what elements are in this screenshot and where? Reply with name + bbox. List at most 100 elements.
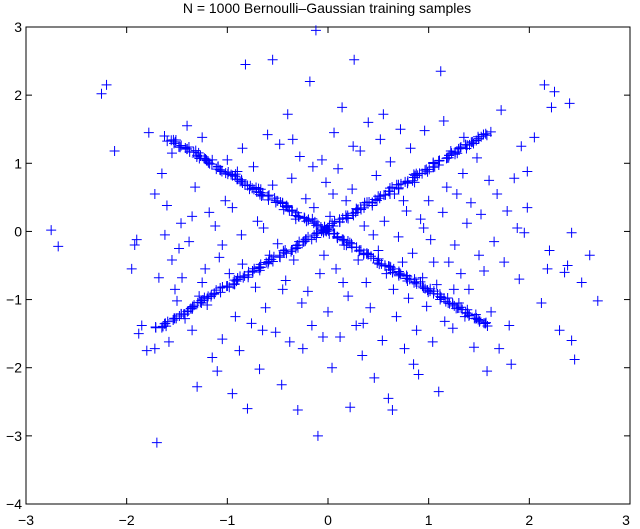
data-point — [187, 325, 198, 336]
data-point — [234, 345, 245, 356]
data-point — [282, 109, 293, 120]
data-point — [385, 156, 396, 167]
data-point — [53, 241, 64, 252]
data-point — [210, 220, 221, 231]
data-point — [417, 272, 428, 283]
data-point — [46, 225, 57, 236]
data-point — [166, 255, 177, 266]
data-point — [335, 332, 346, 343]
data-point — [227, 388, 238, 399]
data-point — [484, 175, 495, 186]
data-point — [306, 320, 317, 331]
data-point — [344, 237, 355, 248]
data-point — [221, 281, 232, 292]
data-point — [237, 177, 248, 188]
data-point — [323, 306, 333, 317]
data-point — [174, 243, 185, 254]
data-point — [310, 25, 321, 36]
data-point — [399, 343, 410, 354]
data-point — [457, 168, 468, 179]
data-point — [338, 277, 349, 288]
data-point — [211, 285, 222, 296]
data-point — [274, 139, 285, 150]
data-point — [371, 170, 382, 181]
data-point — [474, 315, 485, 326]
data-point — [249, 263, 260, 274]
data-point — [236, 229, 247, 240]
data-point — [377, 335, 388, 346]
data-point — [328, 188, 339, 199]
data-point — [197, 132, 208, 143]
data-point — [569, 354, 580, 365]
data-point — [554, 325, 565, 336]
data-point — [264, 190, 275, 201]
data-point — [419, 125, 430, 136]
data-point — [439, 316, 450, 327]
data-point — [109, 146, 120, 157]
data-point — [247, 266, 258, 277]
data-point — [294, 151, 305, 162]
data-point — [479, 265, 490, 276]
data-point — [411, 278, 422, 289]
data-point — [214, 252, 225, 263]
data-point — [227, 202, 238, 213]
data-point — [519, 227, 530, 238]
data-point — [407, 248, 418, 259]
data-point — [150, 321, 161, 332]
data-point — [252, 216, 263, 227]
data-point — [343, 291, 354, 302]
data-point — [468, 342, 479, 353]
data-point — [347, 184, 358, 195]
data-point — [220, 168, 231, 179]
data-point — [327, 362, 338, 373]
x-tick-label: −3 — [18, 512, 34, 528]
data-point — [476, 209, 487, 220]
data-point — [240, 59, 251, 70]
data-point — [255, 259, 266, 270]
data-point — [166, 148, 177, 159]
data-point — [293, 211, 304, 222]
data-point — [444, 150, 455, 161]
data-point — [160, 318, 171, 329]
data-point — [418, 223, 429, 234]
data-point — [539, 79, 550, 90]
data-point — [184, 236, 195, 247]
data-point — [304, 76, 315, 87]
data-point — [215, 282, 226, 293]
data-point — [433, 156, 444, 167]
data-point — [267, 180, 278, 191]
data-point — [391, 311, 402, 322]
data-point — [204, 158, 215, 169]
data-point — [516, 141, 527, 152]
data-point — [133, 328, 144, 339]
data-point — [126, 263, 137, 274]
data-point — [564, 98, 575, 109]
data-point — [267, 256, 278, 267]
data-point — [467, 136, 478, 147]
data-point — [348, 141, 359, 152]
y-tick-label: −4 — [6, 496, 22, 512]
data-point — [455, 141, 466, 152]
data-point — [329, 216, 340, 227]
x-tick-label: −1 — [219, 512, 235, 528]
data-point — [592, 295, 603, 306]
data-point — [303, 231, 314, 242]
data-point — [384, 183, 395, 194]
data-point — [451, 188, 462, 199]
data-point — [434, 155, 445, 166]
data-point — [153, 272, 164, 283]
data-point — [214, 164, 225, 175]
data-point — [143, 127, 154, 138]
x-tick-label: 2 — [525, 512, 533, 528]
data-point — [474, 250, 484, 261]
data-point — [307, 161, 318, 172]
x-tick-label: 0 — [324, 512, 332, 528]
data-point — [280, 275, 291, 286]
data-point — [322, 222, 333, 233]
data-point — [562, 260, 573, 271]
data-point — [314, 268, 325, 279]
data-point — [264, 250, 275, 261]
data-point — [257, 325, 268, 336]
data-point — [270, 327, 281, 338]
data-point — [159, 229, 170, 240]
